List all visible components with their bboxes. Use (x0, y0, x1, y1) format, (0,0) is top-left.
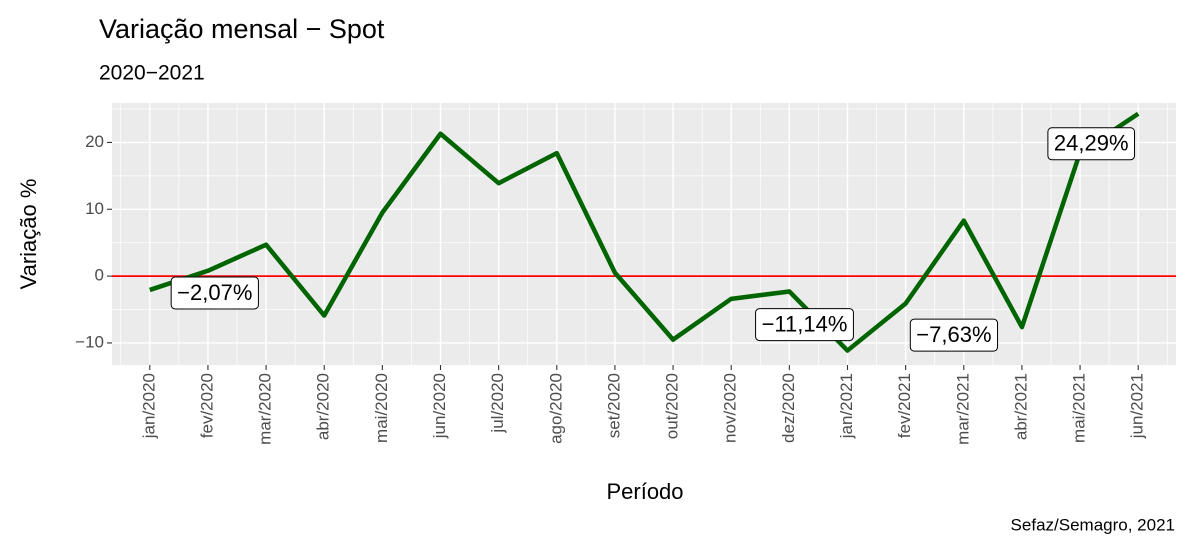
value-label-text: −2,07% (177, 280, 252, 305)
value-label-text: 24,29% (1054, 131, 1129, 156)
value-label: −11,14% (755, 308, 854, 342)
x-tick-label: jan/2020 (139, 373, 158, 439)
x-axis-label: Período (606, 479, 683, 504)
x-tick-label: set/2020 (604, 373, 623, 438)
x-tick-label: dez/2020 (779, 373, 798, 443)
x-tick-label: jan/2021 (837, 373, 856, 439)
value-label-text: −7,63% (916, 322, 991, 347)
x-tick-label: mai/2021 (1070, 373, 1089, 443)
y-tick-label: 20 (85, 132, 104, 151)
value-label-box (1047, 127, 1136, 161)
chart-subtitle: 2020−2021 (99, 62, 205, 85)
x-tick-label: abr/2021 (1011, 373, 1030, 440)
x-tick-label: jun/2020 (430, 373, 449, 439)
x-tick-label: abr/2020 (314, 373, 333, 440)
data-line (149, 111, 1140, 353)
x-tick-label: mar/2020 (256, 373, 275, 445)
x-tick-label: ago/2020 (546, 373, 565, 444)
x-tick-label: jul/2020 (488, 373, 507, 434)
y-tick-label: −10 (75, 332, 104, 351)
y-axis-label: Variação % (16, 179, 41, 290)
x-tick-label: fev/2020 (197, 373, 216, 438)
value-label: 24,29% (1047, 127, 1136, 161)
x-tick-label: out/2020 (663, 373, 682, 439)
y-tick-label: 10 (85, 199, 104, 218)
caption: Sefaz/Semagro, 2021 (1011, 515, 1175, 534)
value-label-box (909, 318, 999, 352)
value-label: −7,63% (909, 318, 999, 352)
x-tick-label: mai/2020 (372, 373, 391, 443)
value-label: −2,07% (170, 276, 259, 310)
x-tick-label: nov/2020 (721, 373, 740, 443)
x-tick-label: fev/2021 (895, 373, 914, 438)
y-tick-label: 0 (95, 266, 104, 285)
value-label-box (755, 308, 854, 342)
x-tick-label: mar/2021 (953, 373, 972, 445)
value-label-text: −11,14% (762, 311, 848, 336)
chart-title: Variação mensal − Spot (99, 14, 385, 44)
value-label-box (170, 276, 259, 310)
x-tick-label: jun/2021 (1128, 373, 1147, 439)
